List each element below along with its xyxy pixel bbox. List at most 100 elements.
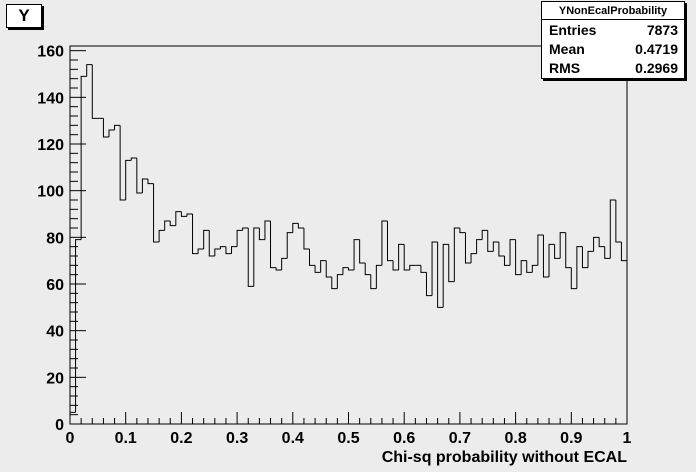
histogram-bin <box>537 234 544 266</box>
histogram-bin <box>487 230 494 252</box>
y-tick-label: 60 <box>46 277 64 294</box>
x-tick-label: 0.2 <box>170 430 192 447</box>
histogram-bin <box>125 159 132 200</box>
histogram-bin <box>275 267 282 271</box>
histogram-bin <box>398 243 405 270</box>
histogram-bin <box>359 239 366 264</box>
histogram-bin <box>86 64 93 77</box>
histogram-bin <box>526 260 533 273</box>
histogram-bin <box>403 244 410 271</box>
histogram-bin <box>69 411 76 424</box>
histogram-bin <box>286 232 293 259</box>
histogram-bin <box>437 242 444 308</box>
histogram-bin <box>164 220 171 231</box>
histogram-bin <box>175 211 182 226</box>
y-tick-label: 20 <box>46 370 64 387</box>
histogram-bin <box>336 274 343 289</box>
histogram-bin <box>593 236 600 252</box>
x-tick-label: 0.3 <box>226 430 248 447</box>
histogram-bin <box>208 230 215 257</box>
stats-label-entries: Entries <box>549 21 597 38</box>
histogram-bin <box>75 239 82 413</box>
histogram-bin <box>459 228 466 234</box>
stats-box: YNonEcalProbability Entries 7873 Mean 0.… <box>541 1 685 79</box>
histogram-bin <box>498 242 505 257</box>
stats-name: YNonEcalProbability <box>542 2 684 20</box>
histogram-bin <box>342 267 349 275</box>
histogram-title: Y <box>6 4 42 28</box>
histogram-bin <box>219 246 226 249</box>
histogram-bin <box>565 232 572 269</box>
stats-label-rms: RMS <box>549 59 581 76</box>
y-tick-label: 40 <box>46 324 64 341</box>
histogram-bin <box>448 244 455 283</box>
histogram-bin <box>192 214 199 255</box>
x-tick-label: 0.5 <box>337 430 359 447</box>
histogram-bin <box>242 227 249 231</box>
y-tick-label: 160 <box>37 44 64 61</box>
histogram-bin <box>297 223 304 229</box>
histogram-bin <box>515 239 522 276</box>
histogram-bin <box>102 118 109 138</box>
histogram-bin <box>141 178 148 193</box>
histogram-bin <box>153 183 160 243</box>
histogram-bin <box>253 227 260 287</box>
histogram-bin <box>264 220 271 240</box>
x-tick-label: 0.7 <box>449 430 471 447</box>
histogram-bin <box>520 260 527 275</box>
histogram-bin <box>303 228 310 250</box>
histogram-bin <box>331 277 338 290</box>
histogram-bin <box>186 213 193 217</box>
x-tick-label: 1 <box>623 430 632 447</box>
histogram-bin <box>247 228 254 287</box>
histogram-bin <box>492 241 499 252</box>
histogram-bin <box>453 227 460 282</box>
histogram-bin <box>309 249 316 266</box>
y-tick-label: 0 <box>55 417 64 434</box>
stats-row-entries: Entries 7873 <box>542 20 684 39</box>
x-tick-label: 0.1 <box>115 430 137 447</box>
histogram-bin <box>214 248 221 256</box>
histogram-bin <box>314 265 321 273</box>
histogram-bin <box>147 179 154 185</box>
histogram-bin <box>476 239 483 254</box>
stats-row-mean: Mean 0.4719 <box>542 39 684 58</box>
histogram-bin <box>114 124 121 130</box>
histogram-bin <box>258 228 265 241</box>
histogram-bin <box>548 243 555 277</box>
histogram-bin <box>370 274 377 290</box>
histogram-bin <box>364 263 371 276</box>
histogram-bin <box>576 246 583 289</box>
x-tick-label: 0.9 <box>560 430 582 447</box>
histogram-bin <box>554 244 561 259</box>
stats-value-rms: 0.2969 <box>635 59 678 76</box>
histogram-bin <box>169 221 176 227</box>
histogram-bin <box>481 229 488 240</box>
histogram-bin <box>353 239 360 270</box>
histogram-bin <box>281 257 288 270</box>
histogram-bin <box>587 250 594 268</box>
histogram-bin <box>509 239 516 266</box>
histogram-bin <box>542 235 550 278</box>
histogram-bin <box>292 222 299 233</box>
histogram-bin <box>80 75 87 240</box>
histogram-bin <box>620 242 627 262</box>
histogram-bin <box>392 260 399 271</box>
histogram-bin <box>375 264 382 289</box>
histogram-bin <box>409 264 416 270</box>
stats-row-rms: RMS 0.2969 <box>542 58 684 77</box>
histogram-bin <box>604 246 611 259</box>
histogram-bin <box>231 246 238 254</box>
y-tick-label: 120 <box>37 137 64 154</box>
stats-value-mean: 0.4719 <box>635 40 678 57</box>
histogram-bin <box>420 265 427 273</box>
histogram-bin <box>130 157 137 161</box>
x-tick-label: 0.4 <box>282 430 304 447</box>
stats-value-entries: 7873 <box>646 21 678 38</box>
histogram-bin <box>559 232 566 259</box>
histogram-bin <box>91 64 98 119</box>
histogram-bin <box>119 125 126 201</box>
x-axis-title: Chi-sq probability without ECAL <box>382 449 628 466</box>
histogram-bin <box>470 253 477 263</box>
